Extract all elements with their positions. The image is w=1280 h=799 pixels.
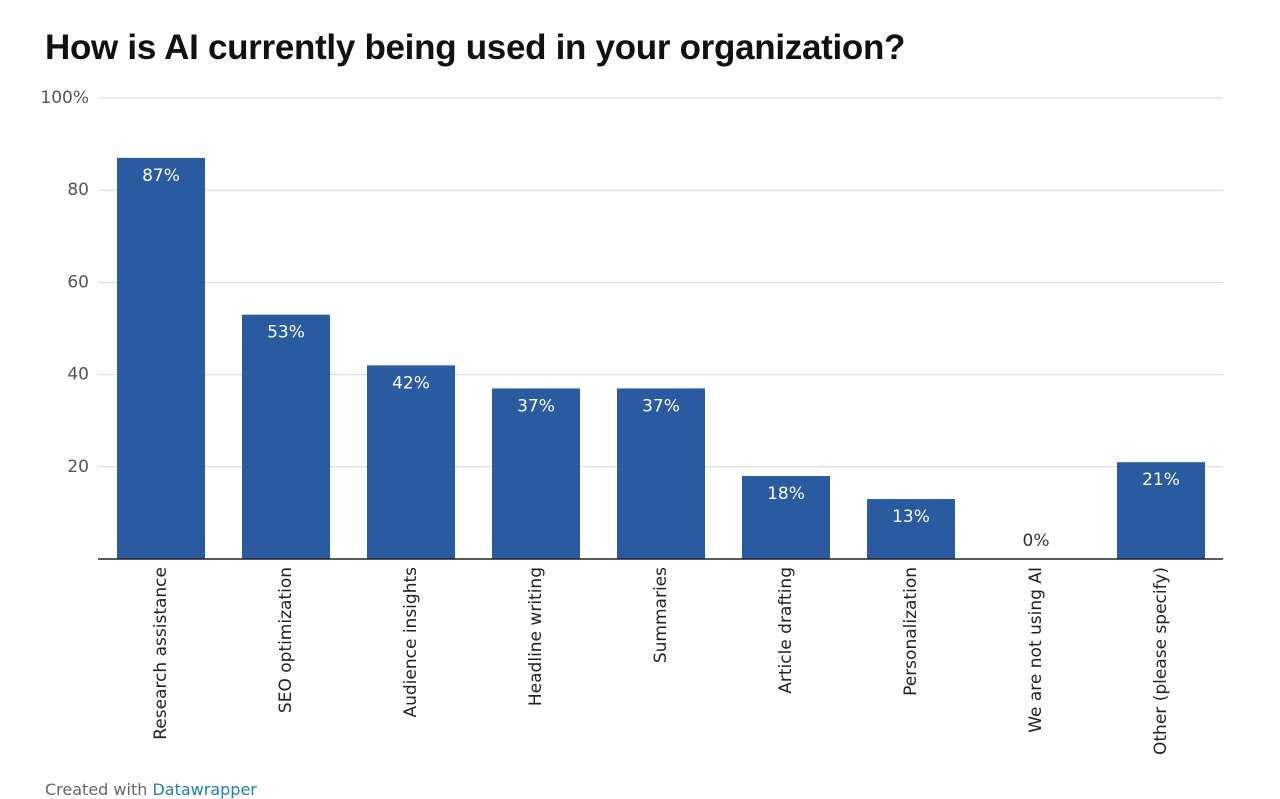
- value-label: 13%: [892, 507, 930, 527]
- value-label: 21%: [1142, 470, 1180, 490]
- category-label: SEO optimization: [276, 567, 296, 713]
- y-tick-label: 20: [67, 457, 89, 477]
- value-label: 42%: [392, 373, 430, 393]
- bars: [98, 157, 1223, 560]
- category-labels: Research assistance SEO optimization Audie…: [151, 567, 1171, 755]
- category-label: Summaries: [651, 567, 671, 663]
- value-label: 37%: [642, 396, 680, 416]
- bar[interactable]: [742, 476, 830, 559]
- value-label: 87%: [142, 166, 180, 186]
- category-label: Headline writing: [526, 567, 546, 706]
- category-label: Personalization: [901, 567, 921, 696]
- bar[interactable]: [117, 157, 205, 559]
- value-label: 37%: [517, 396, 555, 416]
- category-label: Article drafting: [776, 567, 796, 694]
- value-label: 53%: [267, 323, 305, 343]
- bar[interactable]: [867, 499, 955, 559]
- y-tick-label: 100%: [40, 88, 89, 108]
- chart-title: How is AI currently being used in your o…: [45, 28, 906, 67]
- category-label: We are not using AI: [1026, 567, 1046, 733]
- y-tick-label: 80: [67, 180, 89, 200]
- y-tick-label: 60: [67, 272, 89, 292]
- y-tick-label: 40: [67, 365, 89, 385]
- value-labels: 87% 53% 42% 37% 37% 18% 13% 0% 21%: [142, 166, 1180, 551]
- bar[interactable]: [367, 365, 455, 559]
- value-label: 0%: [1023, 531, 1050, 551]
- value-label: 18%: [767, 484, 805, 504]
- category-label: Audience insights: [401, 567, 421, 718]
- bar[interactable]: [242, 314, 330, 559]
- bar[interactable]: [1117, 462, 1205, 559]
- category-label: Research assistance: [151, 567, 171, 740]
- bar[interactable]: [617, 388, 705, 559]
- bar[interactable]: [492, 388, 580, 559]
- category-label: Other (please specify): [1151, 567, 1171, 755]
